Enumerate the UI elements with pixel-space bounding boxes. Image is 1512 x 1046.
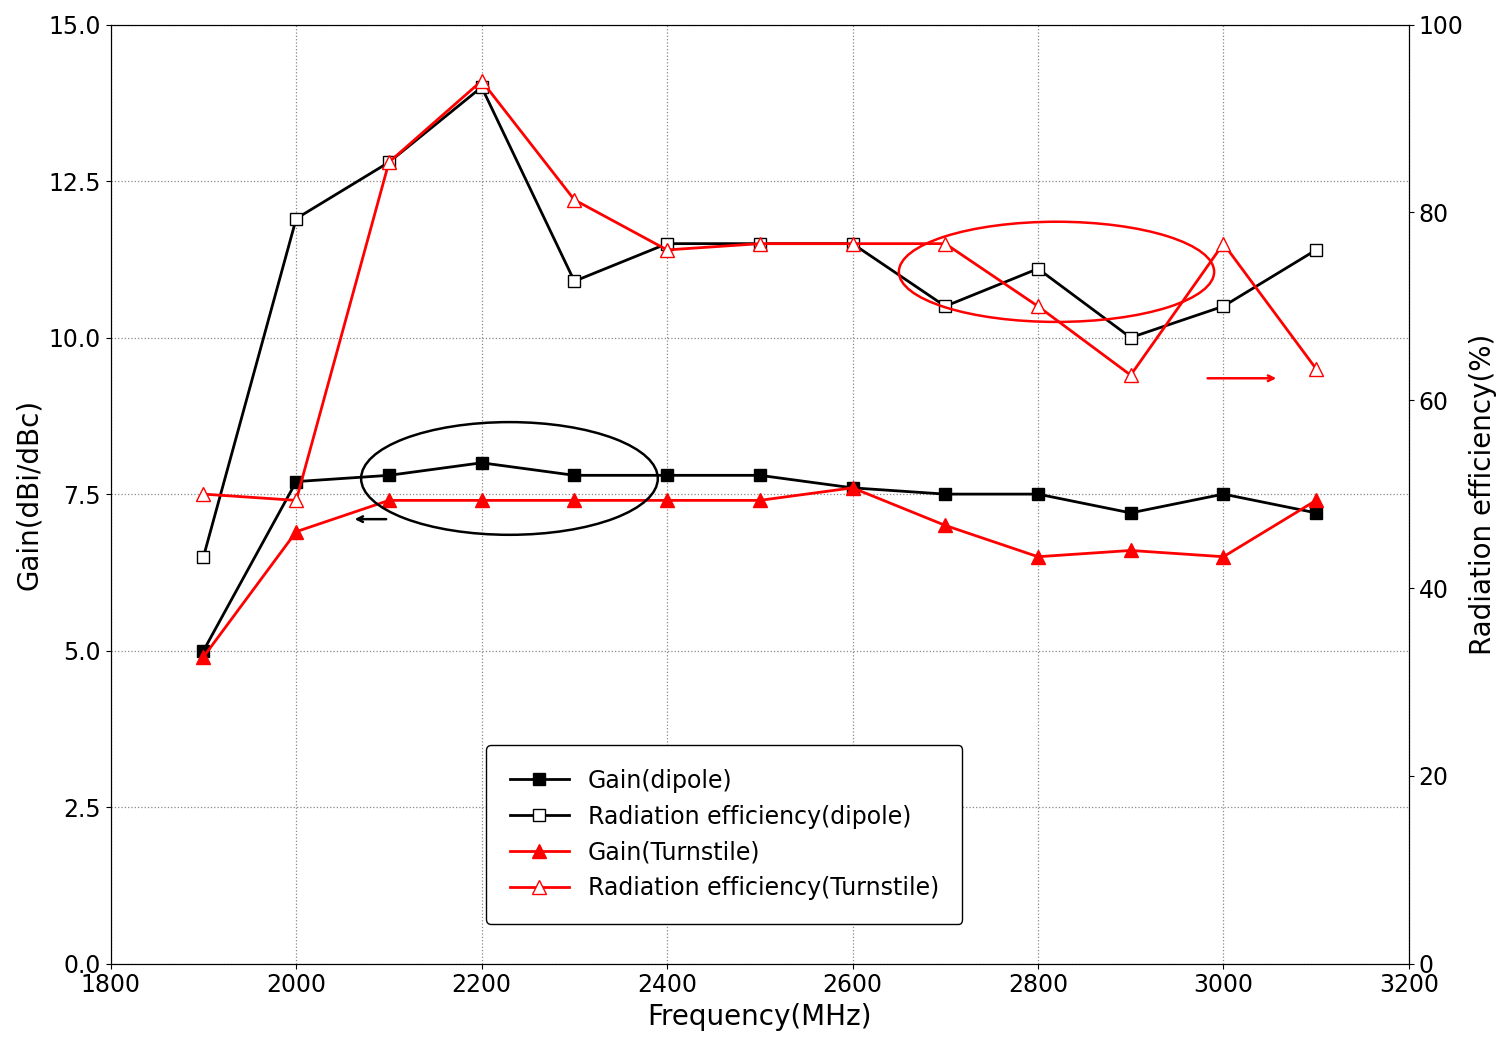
Radiation efficiency(dipole) xyxy=(751,237,770,250)
Gain(Turnstile) xyxy=(658,494,676,506)
Radiation efficiency(Turnstile) xyxy=(195,487,213,500)
Gain(dipole) xyxy=(1306,506,1325,519)
Gain(Turnstile) xyxy=(1214,550,1232,563)
Radiation efficiency(dipole) xyxy=(565,275,584,288)
Radiation efficiency(Turnstile) xyxy=(287,494,305,506)
Gain(Turnstile) xyxy=(195,651,213,663)
Radiation efficiency(Turnstile) xyxy=(751,237,770,250)
Gain(Turnstile) xyxy=(1306,494,1325,506)
Radiation efficiency(Turnstile) xyxy=(1028,300,1046,313)
Gain(Turnstile) xyxy=(1122,544,1140,556)
Radiation efficiency(Turnstile) xyxy=(565,194,584,206)
Radiation efficiency(dipole) xyxy=(1214,300,1232,313)
Y-axis label: Radiation efficiency(%): Radiation efficiency(%) xyxy=(1470,334,1497,655)
Gain(dipole) xyxy=(565,469,584,481)
Line: Radiation efficiency(dipole): Radiation efficiency(dipole) xyxy=(197,81,1323,563)
X-axis label: Frequency(MHz): Frequency(MHz) xyxy=(647,1003,872,1031)
Gain(dipole) xyxy=(936,487,954,500)
Gain(dipole) xyxy=(380,469,398,481)
Radiation efficiency(dipole) xyxy=(195,550,213,563)
Radiation efficiency(dipole) xyxy=(844,237,862,250)
Radiation efficiency(dipole) xyxy=(473,81,491,93)
Radiation efficiency(dipole) xyxy=(287,212,305,225)
Gain(Turnstile) xyxy=(751,494,770,506)
Gain(dipole) xyxy=(1122,506,1140,519)
Gain(Turnstile) xyxy=(1028,550,1046,563)
Gain(Turnstile) xyxy=(380,494,398,506)
Gain(dipole) xyxy=(195,644,213,657)
Radiation efficiency(Turnstile) xyxy=(473,74,491,87)
Gain(dipole) xyxy=(1028,487,1046,500)
Radiation efficiency(Turnstile) xyxy=(844,237,862,250)
Radiation efficiency(dipole) xyxy=(1028,263,1046,275)
Gain(Turnstile) xyxy=(936,519,954,531)
Gain(dipole) xyxy=(473,456,491,469)
Line: Radiation efficiency(Turnstile): Radiation efficiency(Turnstile) xyxy=(197,74,1323,507)
Radiation efficiency(Turnstile) xyxy=(1214,237,1232,250)
Gain(Turnstile) xyxy=(844,481,862,494)
Radiation efficiency(Turnstile) xyxy=(658,244,676,256)
Gain(Turnstile) xyxy=(473,494,491,506)
Line: Gain(Turnstile): Gain(Turnstile) xyxy=(197,481,1323,664)
Gain(dipole) xyxy=(1214,487,1232,500)
Radiation efficiency(Turnstile) xyxy=(380,156,398,168)
Gain(Turnstile) xyxy=(287,525,305,538)
Gain(dipole) xyxy=(287,475,305,487)
Radiation efficiency(Turnstile) xyxy=(1306,363,1325,376)
Radiation efficiency(dipole) xyxy=(1306,244,1325,256)
Gain(Turnstile) xyxy=(565,494,584,506)
Gain(dipole) xyxy=(844,481,862,494)
Line: Gain(dipole): Gain(dipole) xyxy=(197,456,1323,657)
Radiation efficiency(dipole) xyxy=(1122,332,1140,344)
Radiation efficiency(dipole) xyxy=(658,237,676,250)
Y-axis label: Gain(dBi/dBc): Gain(dBi/dBc) xyxy=(15,399,42,590)
Gain(dipole) xyxy=(751,469,770,481)
Radiation efficiency(Turnstile) xyxy=(1122,369,1140,382)
Radiation efficiency(dipole) xyxy=(380,156,398,168)
Gain(dipole) xyxy=(658,469,676,481)
Radiation efficiency(Turnstile) xyxy=(936,237,954,250)
Legend: Gain(dipole), Radiation efficiency(dipole), Gain(Turnstile), Radiation efficienc: Gain(dipole), Radiation efficiency(dipol… xyxy=(485,745,963,924)
Radiation efficiency(dipole) xyxy=(936,300,954,313)
